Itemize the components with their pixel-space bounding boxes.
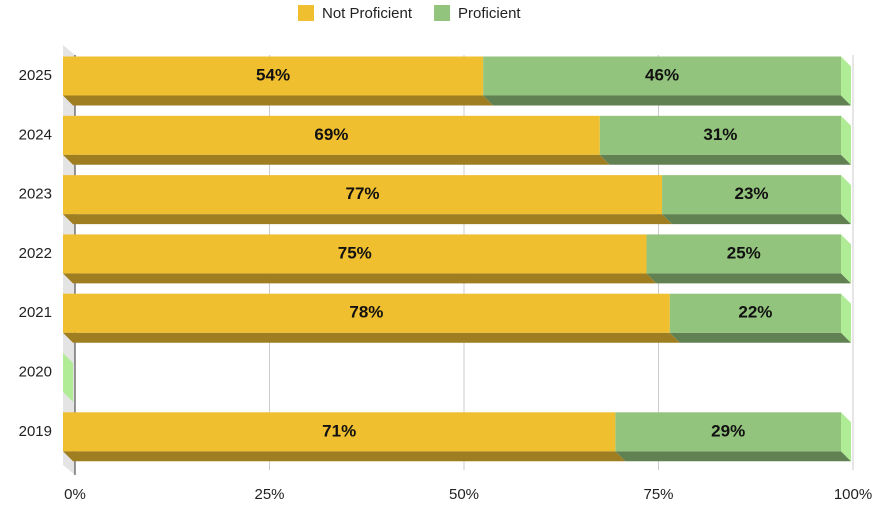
legend-swatch (434, 5, 451, 21)
x-tick-label: 25% (254, 486, 284, 503)
bar-bottom (646, 273, 851, 284)
bar (63, 175, 663, 215)
y-tick-label: 2019 (19, 423, 52, 440)
bar-bottom (662, 214, 851, 225)
bar (669, 293, 841, 333)
x-tick-label: 100% (834, 486, 872, 503)
value-label: 75% (338, 243, 372, 262)
bar-side (841, 412, 851, 462)
value-label: 25% (727, 243, 761, 262)
bar-side (841, 56, 851, 106)
bar (599, 115, 841, 155)
bar-bottom (599, 154, 851, 165)
value-label: 31% (703, 125, 737, 144)
bar (483, 56, 841, 96)
y-tick-label: 2025 (19, 67, 52, 84)
bar (63, 234, 647, 274)
value-label: 23% (735, 184, 769, 203)
y-tick-label: 2024 (19, 126, 52, 143)
bar (63, 56, 484, 96)
bar (63, 115, 600, 155)
y-tick-label: 2023 (19, 186, 52, 203)
bar-bottom (63, 273, 657, 284)
bar-bottom (63, 154, 610, 165)
value-label: 22% (738, 303, 772, 322)
bar (63, 293, 670, 333)
value-label: 77% (346, 184, 380, 203)
x-tick-label: 0% (64, 486, 86, 503)
bar-side (841, 175, 851, 225)
value-label: 46% (645, 65, 679, 84)
legend-swatch (298, 5, 314, 21)
bar (646, 234, 841, 274)
bar-bottom (63, 214, 673, 225)
x-tick-label: 50% (449, 486, 479, 503)
y-tick-label: 2021 (19, 304, 52, 321)
y-tick-label: 2020 (19, 363, 52, 380)
legend-label: Proficient (458, 5, 521, 22)
bar-side (841, 293, 851, 343)
y-tick-label: 2022 (19, 245, 52, 262)
value-label: 69% (314, 125, 348, 144)
bar-side (841, 234, 851, 284)
bar-bottom (63, 332, 680, 343)
bar-side (841, 115, 851, 165)
bar (615, 412, 841, 452)
bar-bottom (63, 95, 494, 106)
legend-label: Not Proficient (322, 5, 413, 22)
bar-side (63, 353, 73, 402)
value-label: 71% (322, 421, 356, 440)
x-tick-label: 75% (643, 486, 673, 503)
value-label: 78% (349, 303, 383, 322)
bar-bottom (483, 95, 851, 106)
value-label: 29% (711, 421, 745, 440)
bar-bottom (615, 451, 851, 462)
bar-bottom (669, 332, 851, 343)
bar (662, 175, 841, 215)
bar (63, 412, 616, 452)
value-label: 54% (256, 65, 290, 84)
bar-bottom (63, 451, 626, 462)
